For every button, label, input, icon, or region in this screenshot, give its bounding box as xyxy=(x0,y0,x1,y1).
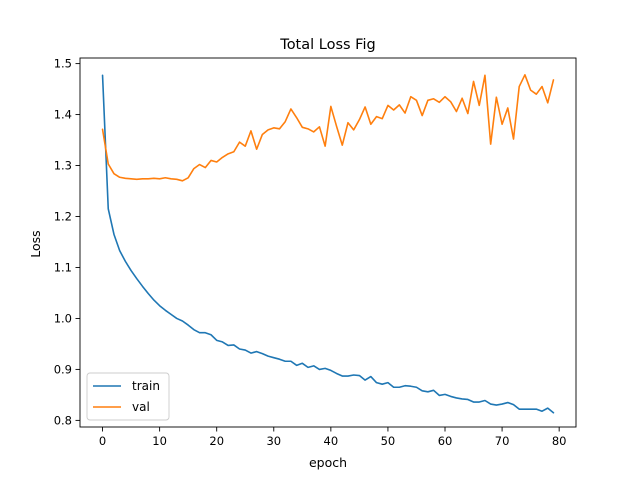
y-tick-label: 1.2 xyxy=(54,210,72,224)
series-line-val xyxy=(101,74,555,182)
legend-box xyxy=(86,372,170,421)
y-tick-label: 1.3 xyxy=(54,159,72,173)
y-tick-label: 1.5 xyxy=(54,57,72,71)
plot-border xyxy=(79,57,577,428)
x-tick-label: 0 xyxy=(99,434,106,448)
legend: train val xyxy=(86,372,170,421)
y-tick-label: 0.8 xyxy=(54,413,72,427)
plot-area xyxy=(80,58,576,427)
legend-label-train: train xyxy=(132,379,160,393)
y-tick-label: 1.4 xyxy=(54,108,72,122)
x-tick-label: 80 xyxy=(552,434,567,448)
x-tick-label: 70 xyxy=(495,434,510,448)
y-tick-label: 1.0 xyxy=(54,311,72,325)
y-tick-label: 0.9 xyxy=(54,362,72,376)
x-axis-label: epoch xyxy=(309,455,347,470)
x-tick-label: 50 xyxy=(381,434,396,448)
legend-label-val: val xyxy=(132,400,150,414)
x-tick-label: 10 xyxy=(152,434,167,448)
x-tick-label: 40 xyxy=(324,434,339,448)
series-line-train xyxy=(101,74,555,414)
x-tick-label: 20 xyxy=(209,434,224,448)
x-tick-label: 60 xyxy=(438,434,453,448)
x-tick-label: 30 xyxy=(266,434,281,448)
y-axis-label: Loss xyxy=(28,230,43,257)
chart-title: Total Loss Fig xyxy=(279,37,375,53)
y-tick-label: 1.1 xyxy=(54,260,72,274)
